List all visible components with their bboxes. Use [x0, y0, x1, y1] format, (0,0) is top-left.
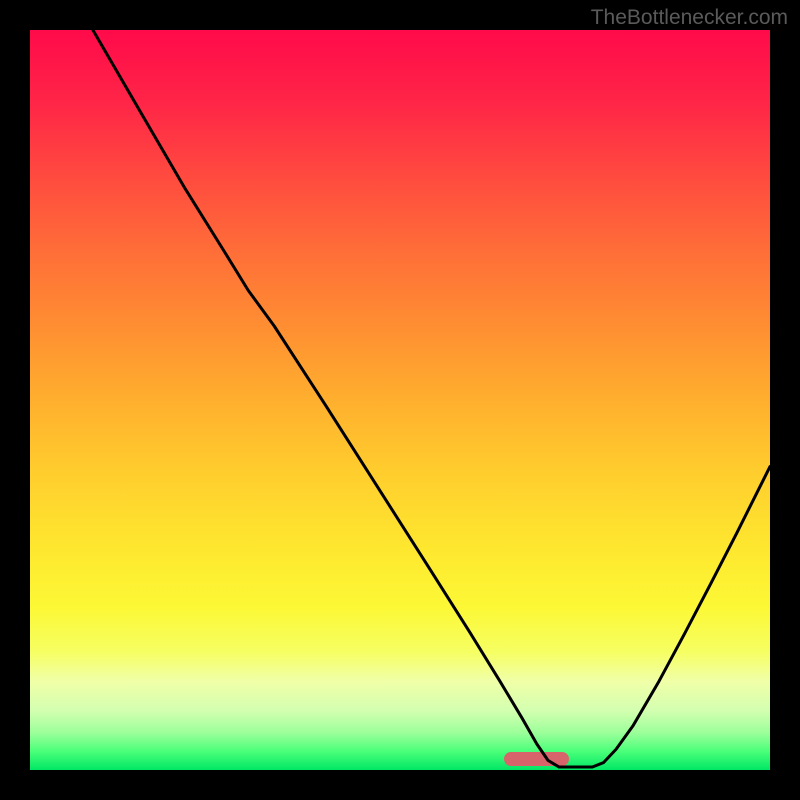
watermark-text: TheBottlenecker.com — [591, 6, 788, 30]
bottleneck-curve — [30, 30, 770, 770]
chart-plot-area — [30, 30, 770, 770]
